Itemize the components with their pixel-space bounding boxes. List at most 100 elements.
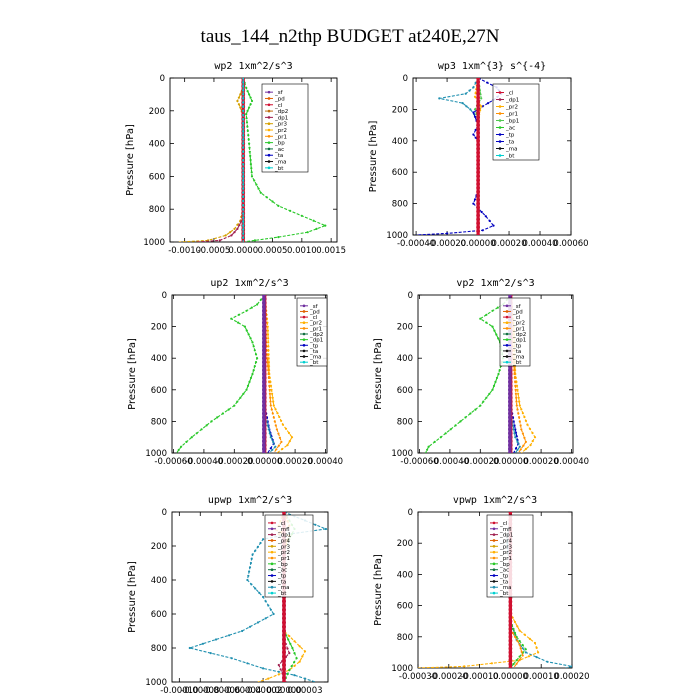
- panel-title: vpwp 1xm^2/s^3: [453, 495, 537, 506]
- y-tick-label: 1000: [391, 664, 413, 674]
- series-point: [274, 424, 277, 427]
- series-point: [267, 345, 270, 348]
- series-point: [518, 643, 521, 646]
- legend: _cl_dp1_pr2_pr1_bp1_ac_tp_ta_ma_bt: [492, 83, 540, 161]
- series-point: [247, 138, 250, 141]
- y-tick-label: 1000: [145, 678, 167, 688]
- series-point: [247, 333, 250, 336]
- series-point: [476, 111, 480, 116]
- series-point: [251, 341, 254, 344]
- legend-marker: [505, 327, 509, 330]
- legend-label: _pr2: [274, 128, 287, 134]
- series-point: [480, 97, 483, 100]
- series-point: [266, 329, 269, 332]
- legend-label: _sf: [309, 304, 319, 310]
- series-point: [508, 423, 512, 428]
- series-line: [416, 78, 503, 235]
- series-point: [473, 198, 477, 201]
- series-point: [476, 78, 480, 80]
- x-tick-label: 0.0000: [228, 246, 258, 256]
- legend-marker: [302, 343, 306, 347]
- legend-label: _dp1: [309, 338, 323, 344]
- series-point: [245, 121, 249, 124]
- series-point: [476, 146, 480, 151]
- series-point: [242, 195, 245, 198]
- series-point: [469, 412, 472, 415]
- series-point: [513, 376, 516, 379]
- series-point: [262, 336, 266, 341]
- series-point: [508, 443, 512, 447]
- series-point: [282, 663, 286, 667]
- series-point: [262, 380, 266, 384]
- legend-label: _dp2: [512, 332, 526, 338]
- series-point: [480, 210, 483, 214]
- series-point: [273, 420, 276, 423]
- series-point: [262, 411, 266, 416]
- legend-marker: [270, 574, 274, 577]
- legend-label: _bt: [499, 591, 509, 597]
- legend-label: _dp1: [499, 533, 513, 539]
- series-point: [248, 106, 251, 109]
- series-point: [267, 369, 270, 372]
- series-point: [242, 204, 245, 207]
- series-point: [476, 233, 480, 235]
- y-tick-label: 600: [151, 610, 167, 620]
- series-point: [255, 183, 258, 186]
- series-point: [508, 627, 513, 631]
- series-point: [259, 191, 262, 194]
- series-point: [266, 353, 269, 356]
- legend-marker: [267, 103, 271, 107]
- y-tick-label: 800: [397, 417, 413, 427]
- series-point: [476, 178, 480, 183]
- series-point: [269, 396, 272, 399]
- x-tick-label: -0.00020: [430, 672, 468, 682]
- legend-marker: [302, 338, 306, 341]
- legend-marker: [492, 556, 496, 560]
- series-point: [293, 652, 296, 655]
- series-point: [237, 313, 240, 316]
- series-point: [262, 431, 266, 436]
- series-point: [281, 447, 284, 451]
- series-point: [535, 656, 538, 659]
- legend-label: _ta: [512, 349, 521, 355]
- x-tick-label: -0.0010: [168, 246, 201, 256]
- series-point: [476, 99, 480, 104]
- series-point: [246, 578, 249, 582]
- series-point: [262, 538, 265, 541]
- legend-label: _ma: [505, 147, 517, 153]
- series-point: [277, 673, 280, 676]
- series-point: [262, 305, 266, 309]
- legend-box: [296, 297, 328, 367]
- series-point: [476, 225, 480, 230]
- legend-label: _bp: [274, 141, 285, 147]
- series-point: [512, 428, 515, 431]
- series-point: [262, 360, 266, 364]
- series-point: [218, 239, 221, 242]
- legend-marker: [505, 338, 509, 341]
- series-point: [518, 658, 521, 661]
- panel-title: up2 1xm^2/s^3: [210, 278, 288, 289]
- series-point: [245, 388, 248, 391]
- series-point: [262, 376, 266, 380]
- legend-marker: [505, 315, 509, 319]
- series-point: [242, 216, 245, 219]
- series-point: [250, 167, 253, 170]
- chart-panel: up2 1xm^2/s^3 Pressure [hPa] 0 200 400 600 800…: [127, 278, 343, 467]
- series-point: [262, 295, 266, 297]
- series-point: [476, 221, 480, 226]
- series-point: [315, 227, 318, 230]
- series-point: [265, 196, 268, 199]
- series-point: [508, 376, 512, 380]
- legend-label: _ma: [277, 585, 289, 591]
- series-point: [272, 416, 275, 419]
- series-point: [236, 99, 239, 103]
- series-point: [266, 357, 269, 360]
- series-point: [518, 629, 521, 632]
- series-point: [476, 115, 480, 120]
- series-point: [518, 416, 521, 419]
- series-point: [303, 650, 307, 653]
- x-tick-label: -0.00040: [185, 457, 223, 467]
- series-point: [476, 154, 480, 159]
- series-point: [262, 423, 266, 428]
- series-point: [247, 574, 250, 577]
